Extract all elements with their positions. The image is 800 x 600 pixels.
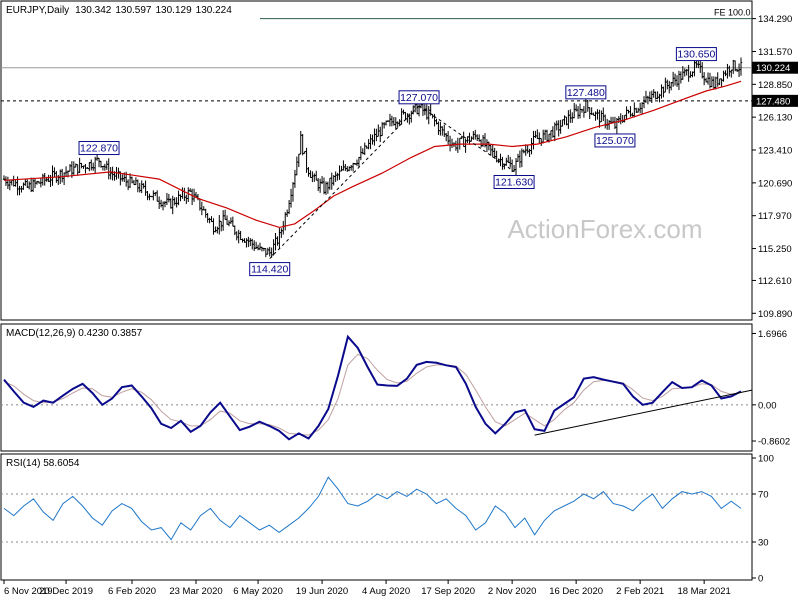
price-tag-box: [752, 61, 798, 74]
date-axis-label: 6 May 2020: [233, 586, 283, 597]
swing-label-text: 122.870: [80, 143, 118, 155]
rsi-line: [3, 476, 742, 541]
swing-label-text: 114.420: [251, 264, 288, 276]
macd-axis-label: 0.00: [758, 400, 777, 411]
price-axis-label: 115.250: [758, 244, 792, 255]
date-axis-label: 6 Feb 2020: [108, 586, 156, 597]
price-axis-label: 134.290: [758, 14, 792, 25]
price-axis-label: 109.890: [758, 309, 792, 320]
macd-line: [3, 334, 742, 441]
wave-link-lines: [269, 105, 515, 259]
rsi-axis-label: 100: [758, 454, 774, 465]
swing-label-box: [594, 133, 636, 148]
price-axis-label: 128.850: [758, 80, 792, 91]
price-bars: [2, 57, 743, 258]
date-axis-label: 19 Jun 2020: [296, 586, 348, 597]
macd-title: MACD(12,26,9) 0.4230 0.3857: [6, 328, 143, 339]
swing-label: 122.870: [78, 141, 120, 156]
rsi-panel: [0, 453, 753, 581]
moving-average-line: [3, 80, 742, 229]
fe-100-label: FE 100.0: [714, 8, 751, 18]
date-axis-label: 16 Dec 2020: [549, 586, 603, 597]
price-tag-label: 127.480: [756, 96, 790, 107]
rsi-title: RSI(14) 58.6054: [6, 458, 80, 469]
price-axis-label: 126.130: [758, 113, 792, 124]
swing-label-box: [565, 85, 607, 100]
price-axis-label: 123.410: [758, 146, 792, 157]
swing-label-text: 130.650: [677, 49, 715, 61]
price-annotations: 122.870 114.420 127.070 121.630 127.480 125.0…: [78, 47, 717, 277]
swing-label-box: [493, 175, 535, 190]
price-axis-label: 120.690: [758, 178, 792, 189]
date-axis-label: 6 Nov 2019: [4, 586, 53, 597]
rsi-axis-label: 30: [758, 538, 769, 549]
wave-link: [418, 105, 515, 172]
watermark: ActionForex.com: [507, 214, 702, 244]
swing-label-text: 127.070: [400, 92, 438, 104]
ohlc-bar: [739, 57, 743, 76]
price-tag-box: [752, 94, 798, 107]
swing-label-box: [249, 262, 291, 277]
date-axis-label: 2 Nov 2020: [488, 586, 537, 597]
swing-label: 130.650: [675, 47, 717, 62]
price-axis-label: 117.970: [758, 211, 792, 222]
price-tags: 130.224 127.480: [752, 61, 798, 107]
swing-label-text: 121.630: [495, 177, 533, 189]
price-axis: 134.290 131.570 128.850 126.130 123.410 120.6…: [752, 14, 792, 320]
macd-axis-label: -0.8602: [758, 437, 790, 448]
swing-label-box: [398, 90, 440, 105]
swing-label-box: [78, 141, 120, 156]
price-tag-label: 130.224: [756, 63, 790, 74]
swing-label-box: [675, 47, 717, 62]
macd-axis-label: 1.6966: [758, 329, 787, 340]
price-axis-label: 112.610: [758, 276, 792, 287]
swing-label: 127.480: [565, 85, 607, 100]
swing-label: 127.070: [398, 90, 440, 105]
swing-label-text: 125.070: [596, 135, 634, 147]
date-axis-label: 23 Mar 2020: [169, 586, 222, 597]
rsi-axis: 100 70 30 0: [1, 454, 774, 585]
swing-label-text: 127.480: [567, 87, 605, 99]
swing-label: 121.630: [493, 175, 535, 190]
date-axis-label: 20 Dec 2019: [39, 586, 93, 597]
swing-label: 125.070: [594, 133, 636, 148]
macd-trendline: [534, 389, 753, 436]
macd-axis: 1.6966 0.00 -0.8602: [1, 329, 790, 448]
price-axis-label: 131.570: [758, 47, 792, 58]
rsi-axis-label: 70: [758, 490, 769, 501]
rsi-axis-label: 0: [758, 574, 763, 585]
date-axis-label: 17 Sep 2020: [421, 586, 475, 597]
date-axis-label: 18 Mar 2021: [677, 586, 730, 597]
date-axis-label: 4 Aug 2020: [362, 586, 410, 597]
date-axis-label: 2 Feb 2021: [616, 586, 664, 597]
price-title: EURJPY,Daily 130.342 130.597 130.129 130.224: [6, 5, 232, 16]
price-panel: [0, 0, 753, 321]
macd-panel: [0, 323, 753, 452]
swing-label: 114.420: [249, 262, 291, 277]
